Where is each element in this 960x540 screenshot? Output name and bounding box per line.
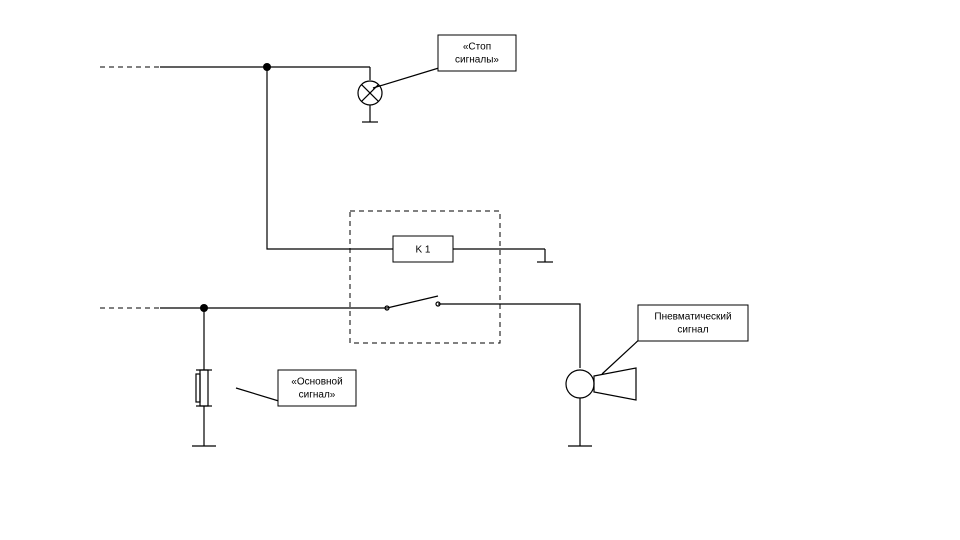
switch-contact — [385, 296, 440, 310]
label-stop-signals-line1: «Стоп — [463, 42, 491, 53]
label-stop-signals-line2: сигналы» — [455, 55, 499, 66]
wire — [267, 67, 393, 249]
relay-enclosure — [350, 211, 500, 343]
label-pneumatic-signal-line1: Пневматический — [654, 312, 731, 323]
label-stop-signals: «Стоп сигналы» — [373, 35, 516, 88]
label-pneumatic-signal: Пневматический сигнал — [602, 305, 748, 374]
schematic-diagram: K 1 «Стоп сигналы» «Основной сигнал» Пневмати… — [0, 0, 960, 540]
lamp-icon — [358, 81, 382, 105]
label-main-signal-line1: «Основной — [291, 377, 342, 388]
relay-coil: K 1 — [393, 236, 453, 262]
wire — [438, 304, 580, 368]
label-pneumatic-signal-line2: сигнал — [677, 325, 708, 336]
horn-icon — [566, 368, 636, 446]
label-main-signal: «Основной сигнал» — [236, 370, 356, 406]
label-main-signal-line2: сигнал» — [299, 390, 336, 401]
junction-node — [263, 63, 271, 71]
relay-label: K 1 — [415, 245, 430, 256]
button-icon — [196, 368, 212, 446]
junction-node — [200, 304, 208, 312]
